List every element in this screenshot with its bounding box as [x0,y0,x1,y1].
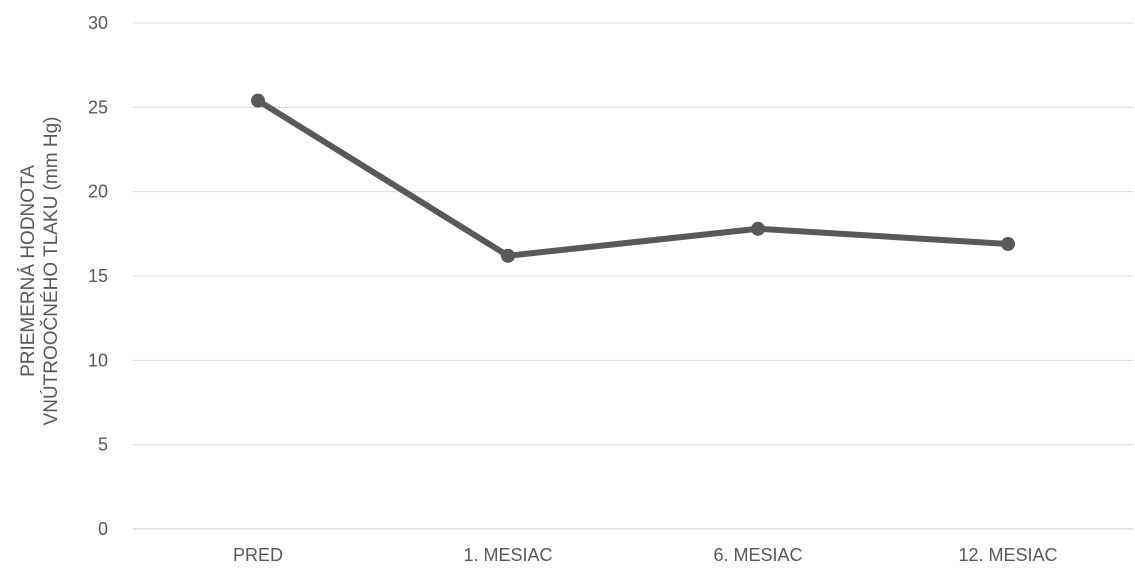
x-tick-label: 12. MESIAC [958,545,1057,565]
gridlines [133,22,1133,530]
y-tick-label: 15 [88,266,108,286]
y-axis-ticks: 0 5 10 15 20 25 30 [88,13,108,539]
series-line [255,97,1011,259]
x-tick-label: 1. MESIAC [463,545,552,565]
y-tick-label: 20 [88,182,108,202]
y-tick-label: 25 [88,97,108,117]
y-axis-title-line-2: VNÚTROOČNÉHO TLAKU (mm Hg) [40,117,62,426]
data-point [1001,236,1015,251]
series-line-group [251,93,1015,263]
y-axis-title-line-1: PRIEMERNÁ HODNOTA [18,165,39,377]
y-tick-label: 10 [88,350,108,370]
y-tick-label: 30 [88,13,108,33]
data-point [751,221,765,236]
x-axis-ticks: PRED 1. MESIAC 6. MESIAC 12. MESIAC [233,545,1058,565]
data-point [251,93,265,108]
x-tick-label: 6. MESIAC [713,545,802,565]
y-tick-label: 5 [98,435,108,455]
y-axis-title: PRIEMERNÁ HODNOTA VNÚTROOČNÉHO TLAKU (mm… [18,117,62,426]
y-tick-label: 0 [98,519,108,539]
x-tick-label: PRED [233,545,283,565]
data-point [501,248,515,263]
